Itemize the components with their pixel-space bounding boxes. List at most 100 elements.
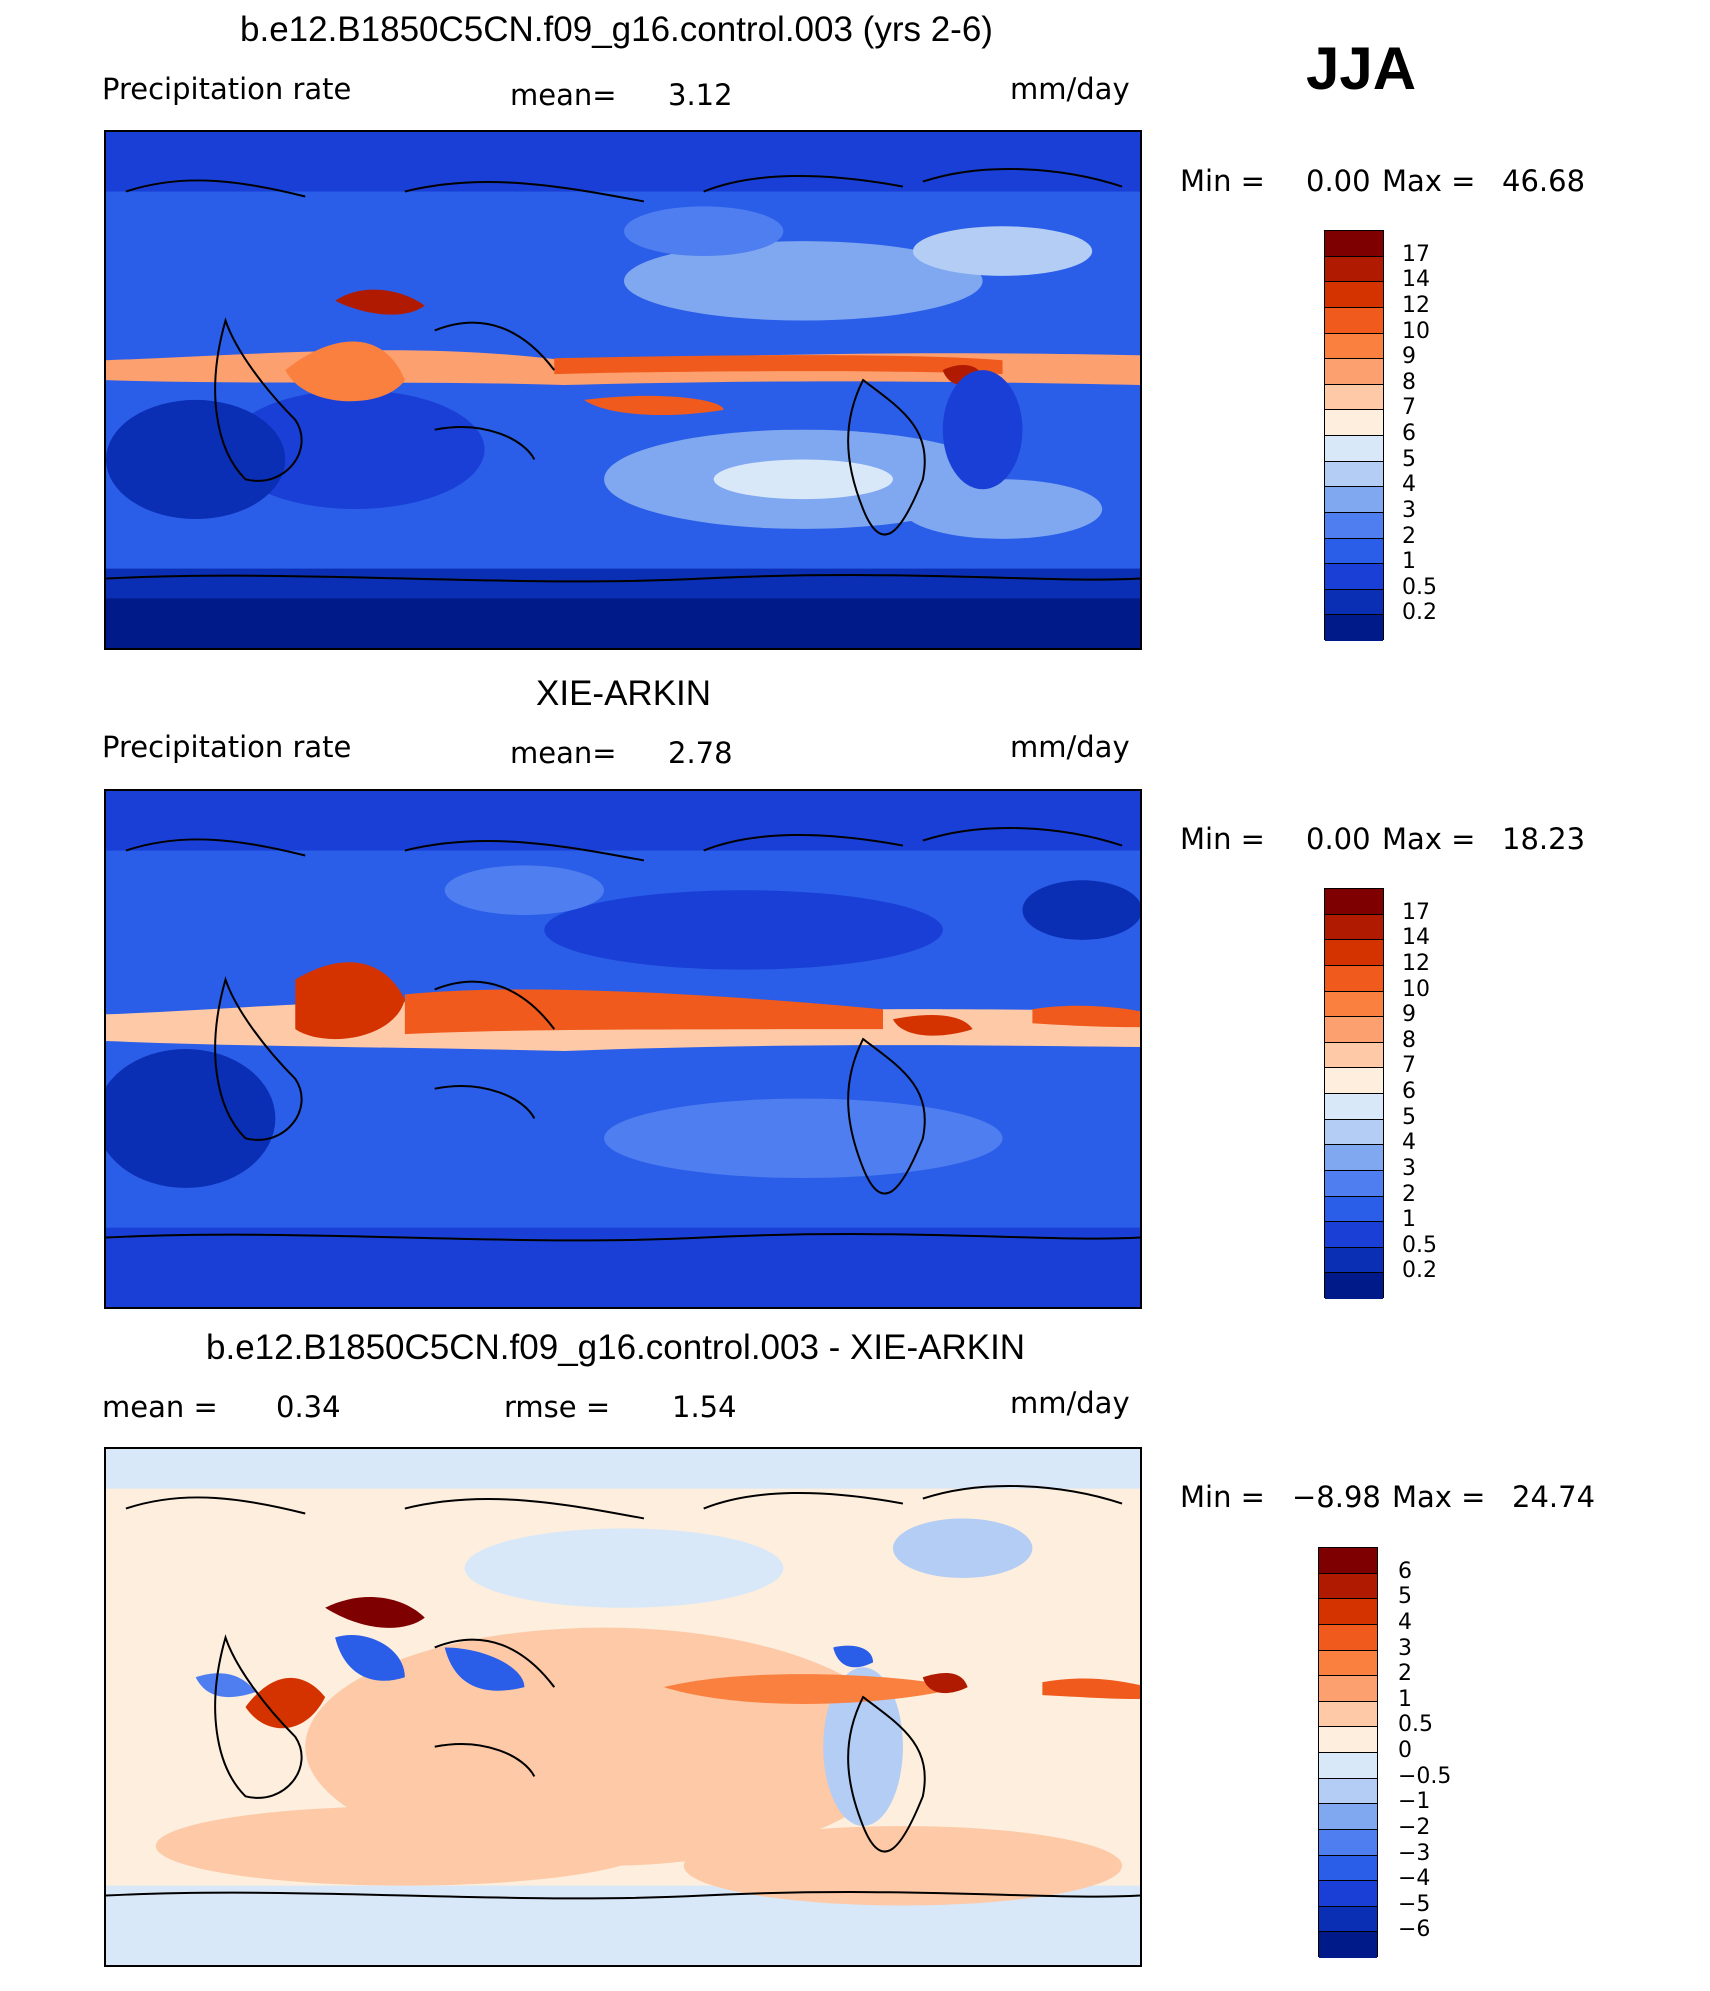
colorbar-tick-label: 5 xyxy=(1402,446,1416,472)
colorbar-swatch xyxy=(1319,1727,1377,1753)
panel1-max-value: 46.68 xyxy=(1502,164,1586,198)
panel3-rmse-label: rmse = xyxy=(504,1390,611,1424)
colorbar-swatch xyxy=(1319,1753,1377,1779)
panel2-mean-label: mean= xyxy=(510,736,617,770)
panel3-mean-value: 0.34 xyxy=(276,1390,341,1424)
panel3-max-value: 24.74 xyxy=(1512,1480,1596,1514)
panel3-title: b.e12.B1850C5CN.f09_g16.control.003 - XI… xyxy=(206,1328,1026,1367)
colorbar-tick-label: 2 xyxy=(1402,1181,1416,1207)
colorbar-swatch xyxy=(1319,1676,1377,1702)
colorbar-swatch xyxy=(1319,1881,1377,1907)
colorbar-tick-label: 0.5 xyxy=(1402,574,1437,600)
colorbar-tick-label: 9 xyxy=(1402,344,1416,370)
panel2-mean-value: 2.78 xyxy=(668,736,733,770)
panel2-max-label: Max = xyxy=(1382,822,1476,856)
colorbar-swatch xyxy=(1325,231,1383,257)
panel3-min-value: −8.98 xyxy=(1292,1480,1381,1514)
colorbar-tick-label: 7 xyxy=(1402,395,1416,421)
colorbar-swatch xyxy=(1325,359,1383,385)
panel1-mean-label: mean= xyxy=(510,78,617,112)
panel2-map-field xyxy=(106,791,1140,1307)
colorbar-tick-label: 1 xyxy=(1402,1207,1416,1233)
colorbar-tick-label: 4 xyxy=(1398,1609,1412,1635)
colorbar-tick-label: −3 xyxy=(1398,1840,1431,1866)
panel1-units: mm/day xyxy=(1010,72,1130,106)
panel3-units: mm/day xyxy=(1010,1386,1130,1420)
colorbar-swatch xyxy=(1325,940,1383,966)
colorbar-swatch xyxy=(1325,436,1383,462)
colorbar-tick-label: 17 xyxy=(1402,899,1430,925)
colorbar-swatch xyxy=(1325,564,1383,590)
colorbar-tick-label: 7 xyxy=(1402,1053,1416,1079)
panel3-mean-label: mean = xyxy=(102,1390,218,1424)
panel1-colorbar xyxy=(1324,230,1384,641)
colorbar-tick-label: 0.5 xyxy=(1398,1712,1433,1738)
panel2-min-label: Min = xyxy=(1180,822,1265,856)
colorbar-swatch xyxy=(1319,1573,1377,1600)
colorbar-tick-label: 14 xyxy=(1402,925,1430,951)
colorbar-swatch xyxy=(1325,1170,1383,1197)
colorbar-swatch xyxy=(1325,1273,1383,1299)
colorbar-tick-label: 2 xyxy=(1402,523,1416,549)
colorbar-swatch xyxy=(1319,1701,1377,1728)
colorbar-swatch xyxy=(1325,965,1383,992)
colorbar-tick-label: 5 xyxy=(1402,1104,1416,1130)
panel3-map xyxy=(104,1447,1142,1967)
colorbar-tick-label: 6 xyxy=(1402,421,1416,446)
colorbar-tick-label: 10 xyxy=(1402,976,1430,1002)
colorbar-tick-label: 1 xyxy=(1402,549,1416,575)
colorbar-swatch xyxy=(1325,589,1383,616)
colorbar-tick-label: 8 xyxy=(1402,1027,1416,1053)
colorbar-swatch xyxy=(1325,1119,1383,1146)
colorbar-swatch xyxy=(1325,307,1383,334)
colorbar-swatch xyxy=(1325,914,1383,941)
colorbar-tick-label: −0.5 xyxy=(1398,1763,1452,1789)
panel3-map-field xyxy=(106,1449,1140,1965)
colorbar-swatch xyxy=(1319,1855,1377,1882)
panel1-min-value: 0.00 xyxy=(1306,164,1371,198)
colorbar-swatch xyxy=(1319,1548,1377,1574)
colorbar-swatch xyxy=(1319,1829,1377,1856)
colorbar-tick-label: 0.2 xyxy=(1402,1258,1437,1284)
colorbar-tick-label: 2 xyxy=(1398,1661,1412,1687)
colorbar-tick-label: 3 xyxy=(1398,1635,1412,1661)
colorbar-swatch xyxy=(1319,1778,1377,1805)
panel1-mean-value: 3.12 xyxy=(668,78,733,112)
panel1-map xyxy=(104,130,1142,650)
colorbar-swatch xyxy=(1319,1932,1377,1958)
colorbar-tick-label: 3 xyxy=(1402,497,1416,523)
colorbar-swatch xyxy=(1325,1042,1383,1069)
colorbar-tick-label: 0.5 xyxy=(1402,1232,1437,1258)
panel2-max-value: 18.23 xyxy=(1502,822,1586,856)
colorbar-swatch xyxy=(1319,1624,1377,1651)
colorbar-swatch xyxy=(1325,1247,1383,1274)
panel3-max-label: Max = xyxy=(1392,1480,1486,1514)
colorbar-swatch xyxy=(1319,1650,1377,1677)
colorbar-swatch xyxy=(1325,1094,1383,1120)
colorbar-tick-label: 17 xyxy=(1402,241,1430,267)
colorbar-tick-label: 12 xyxy=(1402,292,1430,318)
colorbar-tick-label: −6 xyxy=(1398,1917,1431,1943)
colorbar-swatch xyxy=(1325,1068,1383,1094)
colorbar-tick-label: 12 xyxy=(1402,950,1430,976)
colorbar-tick-label: 8 xyxy=(1402,369,1416,395)
panel2-units: mm/day xyxy=(1010,730,1130,764)
panel2-min-value: 0.00 xyxy=(1306,822,1371,856)
colorbar-swatch xyxy=(1325,512,1383,539)
panel1-max-label: Max = xyxy=(1382,164,1476,198)
colorbar-swatch xyxy=(1319,1804,1377,1830)
panel2-variable-label: Precipitation rate xyxy=(102,730,352,764)
colorbar-swatch xyxy=(1325,487,1383,513)
panel2-map xyxy=(104,789,1142,1309)
colorbar-tick-label: −2 xyxy=(1398,1814,1431,1840)
colorbar-swatch xyxy=(1325,889,1383,915)
panel3-rmse-value: 1.54 xyxy=(672,1390,737,1424)
colorbar-tick-label: 14 xyxy=(1402,267,1430,293)
colorbar-tick-label: 0 xyxy=(1398,1738,1412,1763)
panel3-min-label: Min = xyxy=(1180,1480,1265,1514)
colorbar-tick-label: 4 xyxy=(1402,472,1416,498)
panel1-title: b.e12.B1850C5CN.f09_g16.control.003 (yrs… xyxy=(240,10,993,49)
panel1-variable-label: Precipitation rate xyxy=(102,72,352,106)
colorbar-swatch xyxy=(1325,1017,1383,1043)
colorbar-swatch xyxy=(1325,333,1383,360)
